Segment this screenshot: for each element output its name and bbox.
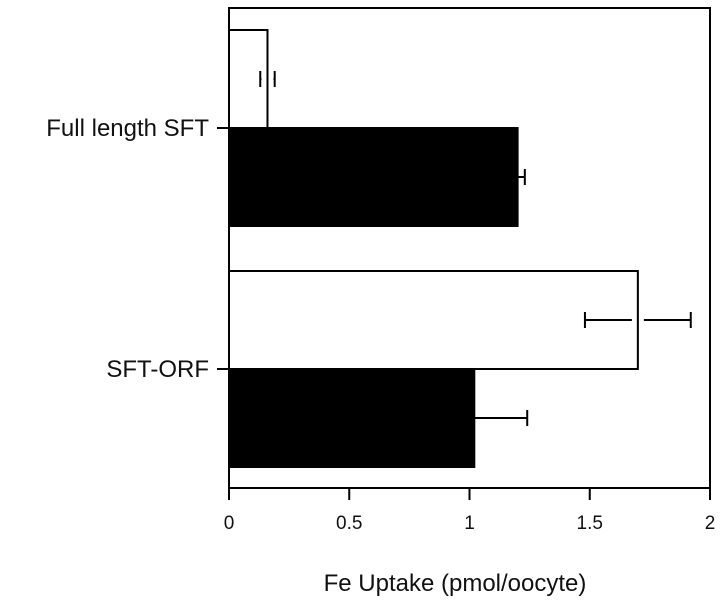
x-axis: 0 0.5 1 1.5 2 xyxy=(224,488,716,534)
bar-1-1 xyxy=(228,29,269,129)
x-tick-label-5: 2 xyxy=(705,513,716,534)
y-axis: Full length SFT SFT-ORF xyxy=(46,115,229,383)
y-tick-label-1: Full length SFT xyxy=(46,115,209,142)
bars-layer xyxy=(228,29,639,468)
x-axis-label: Fe Uptake (pmol/oocyte) xyxy=(324,570,587,597)
x-tick-label-1: 0 xyxy=(224,513,235,534)
x-tick-label-4: 1.5 xyxy=(577,513,603,534)
error-bar-2-2 xyxy=(420,410,529,426)
error-bars-layer xyxy=(259,71,692,426)
error-bar-1-2 xyxy=(509,169,526,185)
bar-2-1 xyxy=(228,270,639,370)
x-tick-label-2: 0.5 xyxy=(336,513,362,534)
x-tick-label-3: 1 xyxy=(464,513,475,534)
error-bar-1-1 xyxy=(259,71,276,87)
bar-1-2 xyxy=(228,127,519,227)
error-bar-2-1 xyxy=(583,312,692,328)
y-tick-label-2: SFT-ORF xyxy=(106,356,209,383)
